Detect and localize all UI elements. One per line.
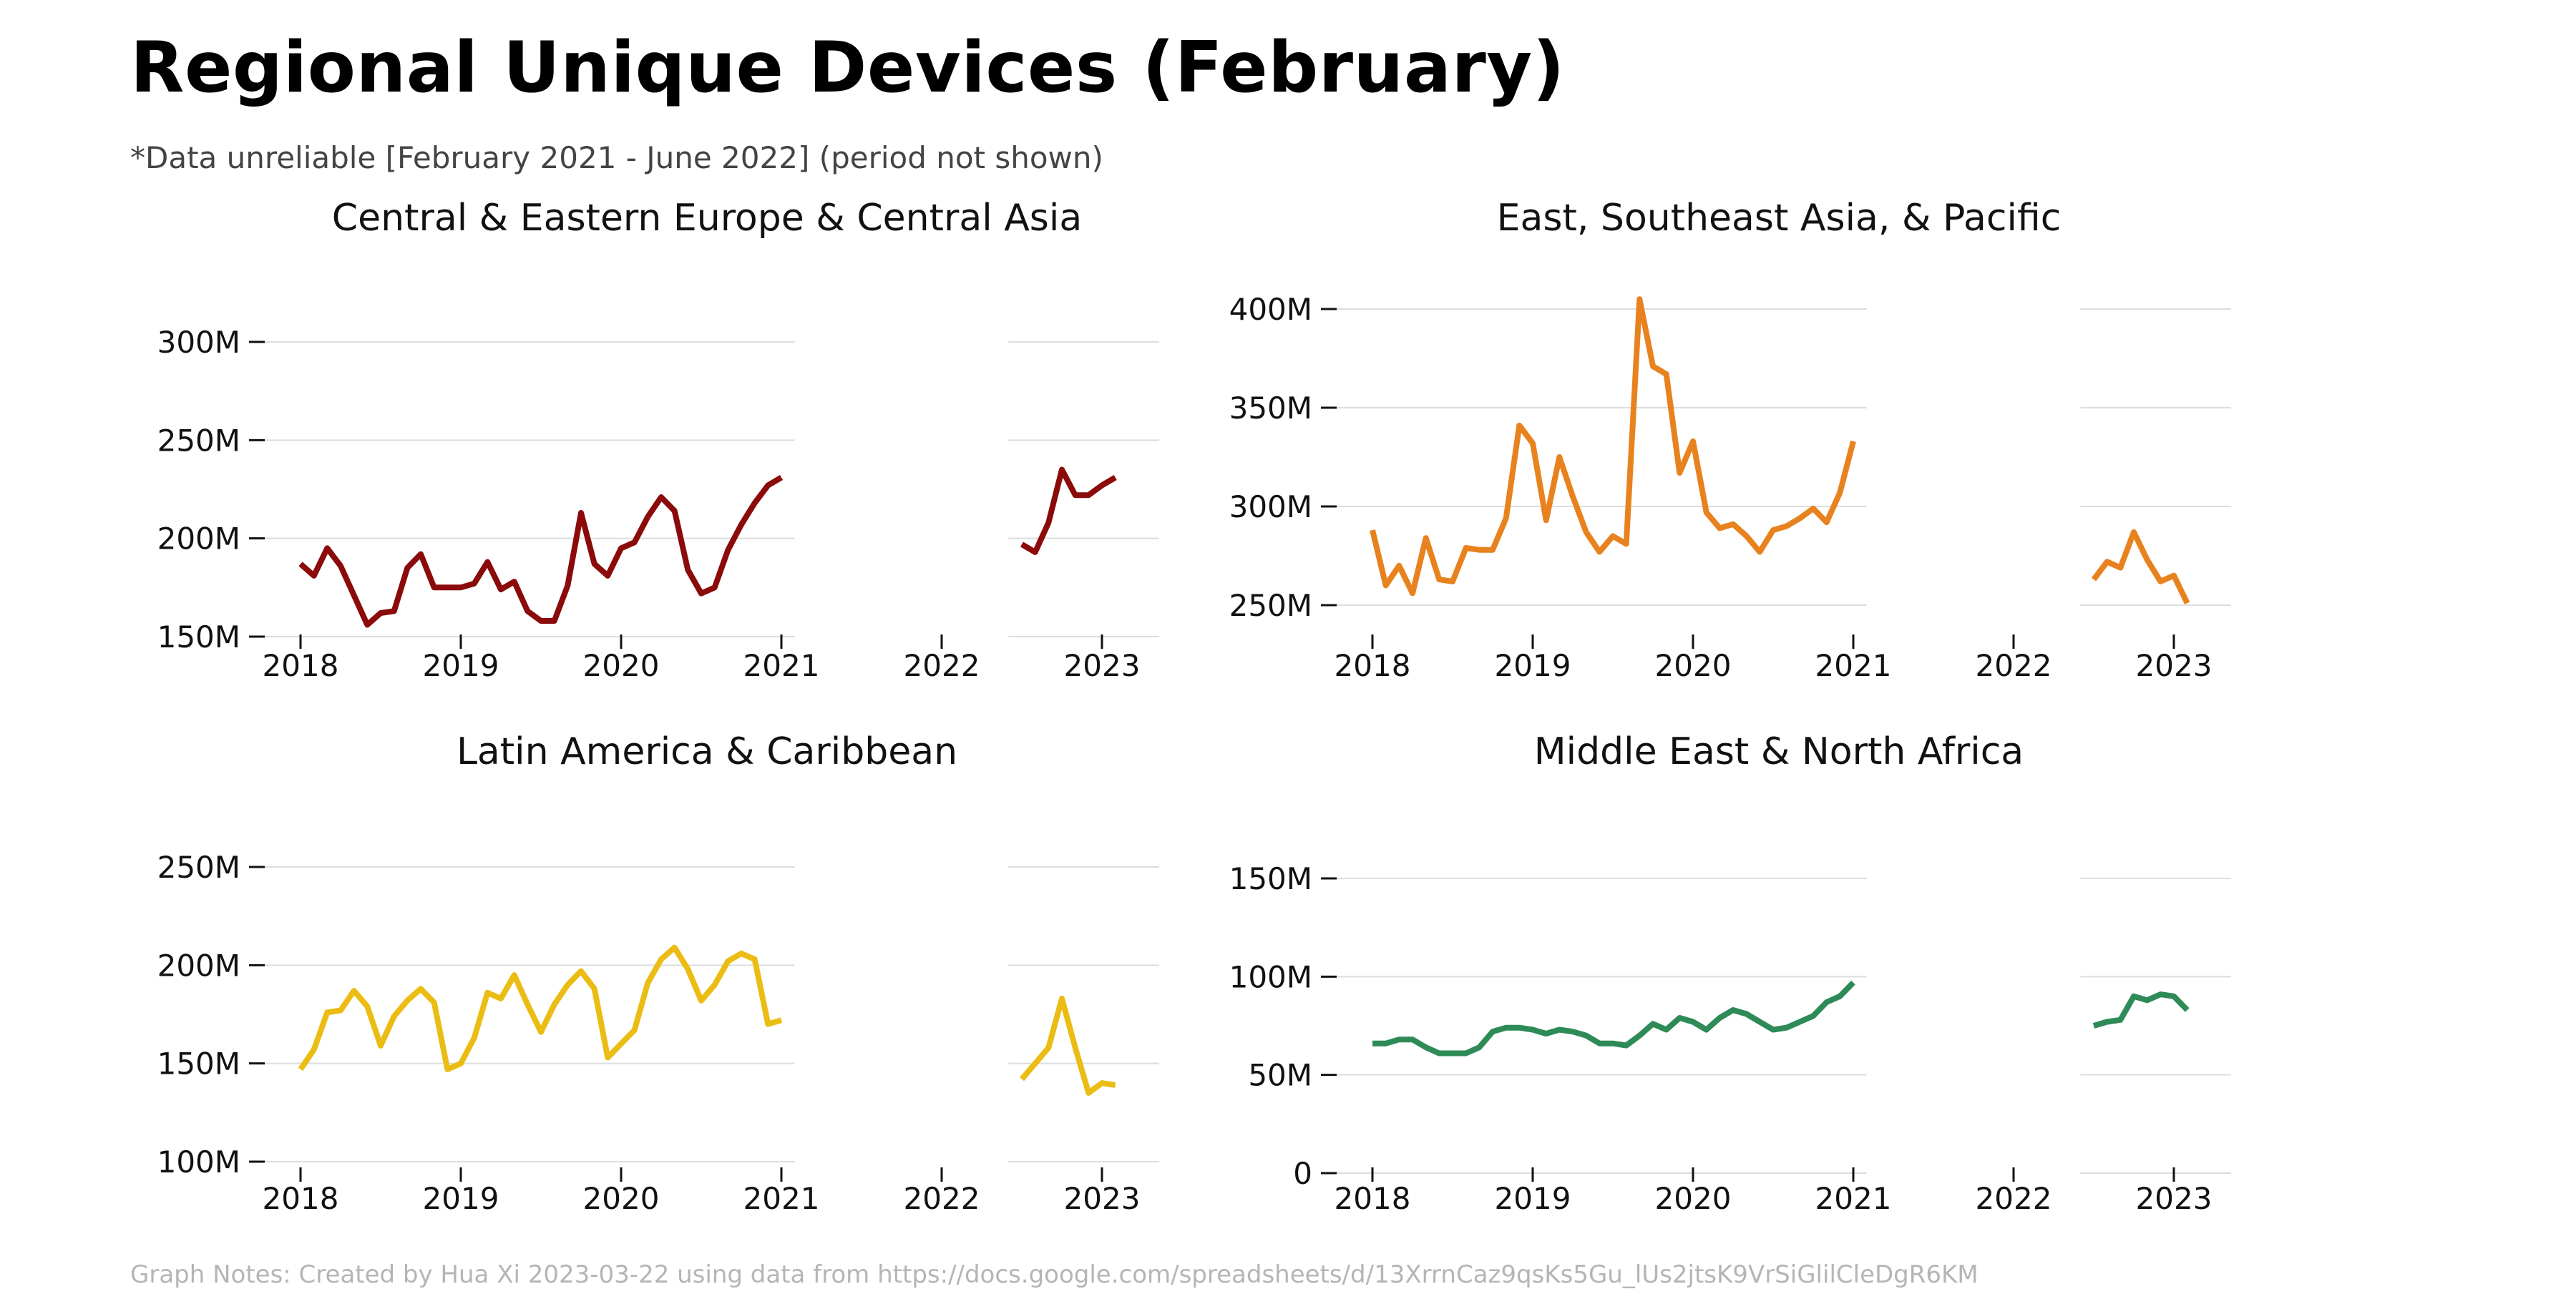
x-tick-label: 2021 — [1815, 648, 1892, 683]
x-tick-label: 2022 — [904, 648, 980, 683]
x-tick-label: 2020 — [1655, 648, 1732, 683]
panel-title: Central & Eastern Europe & Central Asia — [332, 197, 1082, 240]
y-tick-label: 250M — [157, 423, 240, 458]
y-tick-label: 150M — [157, 619, 240, 655]
y-tick-label: 50M — [1248, 1058, 1312, 1093]
series-line — [2092, 991, 2190, 1029]
y-tick-label: 300M — [157, 325, 240, 360]
x-tick-label: 2022 — [1976, 648, 2052, 683]
x-tick-label: 2023 — [2136, 1181, 2212, 1216]
y-tick-label: 250M — [157, 850, 240, 885]
x-tick-label: 2023 — [2136, 648, 2212, 683]
series-line — [1370, 296, 1856, 597]
x-tick-label: 2020 — [1655, 1181, 1732, 1216]
y-tick-label: 200M — [157, 521, 240, 557]
x-tick-label: 2019 — [423, 1181, 499, 1216]
series-line — [1020, 466, 1117, 555]
y-tick-label: 400M — [1229, 292, 1312, 327]
y-tick-label: 300M — [1229, 489, 1312, 524]
x-tick-label: 2021 — [743, 648, 820, 683]
subtitle-note: *Data unreliable [February 2021 - June 2… — [130, 140, 1103, 175]
x-tick-label: 2021 — [743, 1181, 820, 1216]
chart-panel: East, Southeast Asia, & Pacific 250M 300M 3… — [1229, 197, 2231, 683]
x-tick-label: 2018 — [263, 1181, 339, 1216]
x-tick-label: 2018 — [1335, 648, 1411, 683]
x-tick-label: 2020 — [583, 1181, 660, 1216]
series-line — [1019, 996, 1116, 1096]
x-tick-label: 2019 — [1495, 1181, 1571, 1216]
y-tick-label: 200M — [157, 948, 240, 983]
x-tick-label: 2023 — [1064, 648, 1141, 683]
x-tick-label: 2018 — [263, 648, 339, 683]
x-tick-label: 2018 — [1335, 1181, 1411, 1216]
y-tick-label: 0 — [1293, 1156, 1312, 1191]
panel-title: Latin America & Caribbean — [457, 730, 957, 773]
y-tick-label: 150M — [1229, 861, 1312, 896]
x-tick-label: 2021 — [1815, 1181, 1892, 1216]
y-tick-label: 100M — [1229, 959, 1312, 994]
x-tick-label: 2023 — [1064, 1181, 1141, 1216]
y-tick-label: 100M — [157, 1145, 240, 1180]
panel-title: Middle East & North Africa — [1534, 730, 2024, 773]
x-tick-label: 2020 — [583, 648, 660, 683]
page-title: Regional Unique Devices (February) — [130, 27, 1565, 109]
y-tick-label: 250M — [1229, 588, 1312, 623]
chart-panel: Middle East & North Africa 0 50M 100M 150M 20… — [1229, 730, 2231, 1216]
series-line — [298, 475, 784, 628]
x-tick-label: 2022 — [904, 1181, 980, 1216]
series-line — [298, 944, 783, 1072]
panel-title: East, Southeast Asia, & Pacific — [1497, 197, 2062, 240]
series-line — [2091, 529, 2190, 604]
x-tick-label: 2019 — [1495, 648, 1571, 683]
chart-panel: Latin America & Caribbean 100M 150M 200M 250… — [157, 730, 1159, 1216]
series-line — [1372, 980, 1855, 1057]
y-tick-label: 150M — [157, 1047, 240, 1082]
chart-panel: Central & Eastern Europe & Central Asia 1… — [157, 197, 1159, 683]
graph-notes: Graph Notes: Created by Hua Xi 2023-03-2… — [130, 1260, 1979, 1289]
x-tick-label: 2022 — [1976, 1181, 2052, 1216]
x-tick-label: 2019 — [423, 648, 499, 683]
y-tick-label: 350M — [1229, 391, 1312, 426]
